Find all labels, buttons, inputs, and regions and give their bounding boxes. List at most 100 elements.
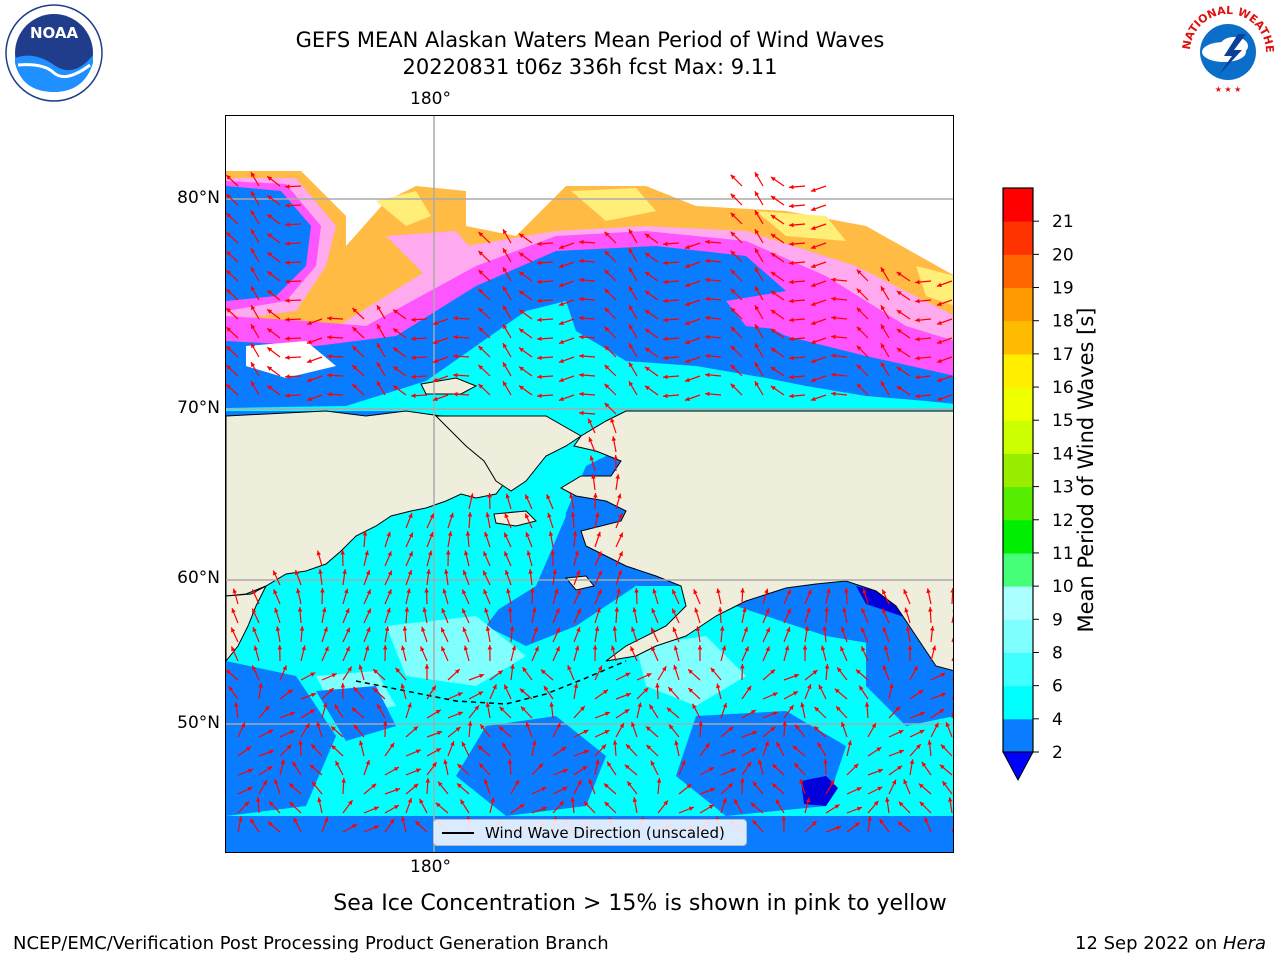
- wave-arrowhead: [345, 608, 350, 614]
- wave-arrowhead: [644, 366, 650, 372]
- wave-arrowhead: [253, 645, 259, 651]
- wave-arrowhead: [705, 315, 710, 321]
- wave-arrowhead: [604, 288, 610, 294]
- wave-arrowhead: [836, 706, 841, 712]
- wave-arrowhead: [331, 673, 337, 678]
- wave-arrowhead: [918, 783, 924, 789]
- wave-arrowhead: [618, 551, 623, 557]
- wave-arrowhead: [915, 317, 920, 323]
- wave-arrowhead: [789, 203, 794, 209]
- wave-arrowhead: [464, 550, 469, 556]
- wave-arrowhead: [373, 806, 379, 811]
- wave-arrowhead: [931, 645, 937, 651]
- colorbar-tick-label: 6: [1052, 677, 1063, 697]
- wave-arrowhead: [792, 745, 798, 751]
- wave-arrowhead: [320, 588, 325, 593]
- wave-arrowhead: [285, 241, 290, 246]
- wave-arrowhead: [402, 626, 408, 631]
- wave-arrowhead: [934, 722, 939, 728]
- wave-arrowhead: [547, 512, 552, 518]
- colorbar-segment: [1003, 453, 1033, 488]
- wave-arrowhead: [240, 722, 246, 728]
- wave-arrowhead: [226, 384, 232, 389]
- wave-arrowhead: [231, 646, 236, 652]
- wave-arrowhead: [297, 607, 303, 612]
- wave-arrowhead: [610, 417, 615, 423]
- wave-arrowhead: [522, 667, 527, 673]
- wave-arrowhead: [614, 607, 620, 612]
- wave-arrowhead: [705, 296, 710, 302]
- map-legend: Wind Wave Direction (unscaled): [433, 819, 747, 846]
- wave-arrowhead: [311, 692, 317, 698]
- wave-arrowhead: [376, 381, 382, 387]
- wave-arrowhead: [730, 383, 736, 389]
- wave-arrowhead: [896, 272, 902, 277]
- wave-arrowhead: [684, 396, 690, 402]
- wave-arrowhead: [758, 759, 763, 765]
- wave-arrowhead: [497, 670, 503, 675]
- wave-arrowhead: [502, 229, 508, 235]
- wave-arrowhead: [558, 282, 564, 288]
- wave-arrowhead: [552, 569, 557, 574]
- wave-arrowhead: [786, 589, 791, 595]
- credit-line: NCEP/EMC/Verification Post Processing Pr…: [13, 933, 609, 954]
- wave-arrowhead: [652, 588, 657, 594]
- wave-arrowhead: [918, 689, 924, 695]
- sea-ice-yellow: [376, 188, 953, 306]
- wave-arrowhead: [628, 248, 634, 254]
- wave-arrowhead: [246, 746, 251, 752]
- wave-arrowhead: [770, 309, 776, 315]
- wave-arrowhead: [273, 570, 278, 576]
- wave-arrowhead: [898, 749, 904, 755]
- wave-arrowhead: [856, 307, 862, 313]
- wave-arrowhead: [277, 645, 283, 650]
- nws-logo: NATIONAL WEATHER SERVICE ★ ★ ★: [1180, 2, 1276, 98]
- wave-arrowhead: [772, 692, 778, 697]
- wave-arrowhead: [789, 393, 794, 399]
- wave-arrowhead: [226, 669, 231, 675]
- wave-arrowhead: [907, 645, 913, 650]
- wave-arrowhead: [348, 800, 353, 806]
- wave-arrowhead: [867, 816, 872, 821]
- wave-arrowhead: [708, 804, 714, 810]
- wave-arrowhead: [425, 778, 431, 783]
- wave-arrowhead: [628, 381, 634, 387]
- water-pale-patch: [316, 616, 746, 716]
- wave-arrowhead: [882, 589, 887, 595]
- wave-arrowhead: [617, 569, 623, 575]
- wave-arrowhead: [903, 779, 908, 785]
- wave-arrowhead: [386, 531, 391, 537]
- colorbar-segment: [1003, 519, 1033, 554]
- sea-ice-note: Sea Ice Concentration > 15% is shown in …: [333, 891, 947, 916]
- wave-arrowhead: [316, 550, 322, 556]
- wave-arrowhead: [250, 305, 256, 311]
- wave-arrowhead: [628, 324, 634, 330]
- colorbar-tick-label: 4: [1052, 710, 1063, 730]
- wave-arrowhead: [764, 588, 769, 594]
- wave-arrowhead: [457, 692, 463, 697]
- wave-arrowhead: [519, 804, 525, 809]
- wave-arrowhead: [663, 374, 668, 380]
- wave-arrowhead: [754, 286, 760, 292]
- wave-arrowhead: [244, 801, 250, 807]
- wave-arrowhead: [789, 374, 794, 380]
- wave-arrowhead: [546, 494, 551, 500]
- wave-arrowhead: [432, 320, 438, 326]
- wave-arrowhead: [580, 706, 585, 711]
- wave-arrowhead: [317, 797, 322, 803]
- lat-label-60n: 60°N: [177, 568, 220, 588]
- colorbar-tick-label: 11: [1052, 544, 1074, 564]
- wave-arrowhead: [805, 797, 811, 803]
- colorbar-segment: [1003, 353, 1033, 388]
- colorbar-segment: [1003, 221, 1033, 255]
- wave-arrowhead: [579, 239, 584, 245]
- wave-arrowhead: [579, 296, 584, 302]
- wave-arrowhead: [376, 305, 382, 311]
- colorbar-segment: [1003, 619, 1033, 653]
- wave-arrowhead: [258, 683, 263, 688]
- wave-arrowhead: [663, 393, 668, 399]
- wave-arrowhead: [882, 627, 887, 633]
- wave-arrowhead: [579, 353, 584, 359]
- wave-arrowhead: [558, 301, 564, 307]
- wave-arrowhead: [936, 377, 942, 382]
